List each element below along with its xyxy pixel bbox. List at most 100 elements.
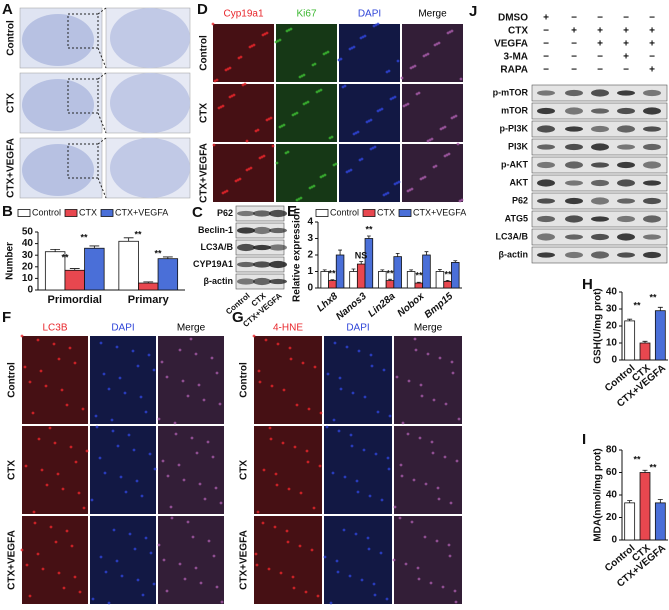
- blot-band: [237, 278, 255, 285]
- cell-signal: [396, 59, 400, 63]
- cell-signal: [144, 536, 148, 540]
- zoom-line: [97, 47, 107, 69]
- cell-signal: [457, 417, 461, 421]
- cell-signal: [412, 478, 416, 482]
- cell-signal: [268, 426, 272, 430]
- micrograph: [158, 336, 224, 424]
- cell-signal: [128, 532, 132, 536]
- band-label: AKT: [510, 177, 529, 187]
- cell-signal: [177, 463, 181, 467]
- blot-band: [253, 210, 271, 217]
- column-header: Cyp19a1: [223, 9, 263, 20]
- bar: [451, 262, 460, 289]
- cell-signal: [413, 337, 417, 341]
- micrograph-signal: [22, 336, 88, 424]
- cell-signal: [136, 364, 140, 368]
- cell-signal: [54, 540, 58, 544]
- blot-band: [269, 260, 287, 269]
- cell-signal: [203, 497, 207, 501]
- cell-signal: [98, 456, 102, 460]
- micrograph-signal: [22, 516, 88, 604]
- error-bar: [359, 261, 364, 265]
- cell-signal: [274, 472, 278, 476]
- zoom-line: [97, 112, 107, 134]
- treatment-sign: +: [649, 65, 655, 76]
- micrograph-signal: [276, 84, 337, 142]
- bar: [393, 256, 402, 289]
- cell-signal: [170, 516, 174, 520]
- legend-label: Control: [32, 207, 61, 217]
- row-label: Control: [7, 362, 18, 398]
- cell-signal: [330, 135, 334, 139]
- cell-signal: [354, 532, 358, 536]
- error-bar: [424, 251, 429, 255]
- cell-signal: [115, 559, 119, 563]
- panel-label: F: [2, 309, 11, 326]
- error-bar: [453, 260, 458, 263]
- cell-signal: [238, 177, 242, 181]
- band-label: β-actin: [499, 249, 529, 259]
- cell-signal: [157, 543, 161, 547]
- cell-signal: [190, 436, 194, 440]
- micrograph: [394, 426, 462, 514]
- cell-signal: [369, 118, 373, 122]
- micrograph-signal: [22, 426, 88, 514]
- cell-signal: [56, 472, 60, 476]
- cell-signal: [393, 95, 397, 99]
- treatment-sign: −: [623, 65, 629, 76]
- cell-signal: [282, 123, 286, 127]
- cell-signal: [349, 168, 353, 172]
- significance: **: [61, 252, 69, 262]
- cell-signal: [373, 593, 377, 597]
- cell-signal: [218, 402, 222, 406]
- significance: **: [633, 300, 641, 310]
- blot-band: [537, 215, 555, 223]
- error-bar: [69, 268, 80, 271]
- cell-signal: [262, 468, 266, 472]
- cell-signal: [160, 360, 164, 364]
- micrograph: [324, 426, 392, 514]
- cell-signal: [147, 353, 151, 357]
- micrograph-signal: [394, 426, 462, 514]
- bar: [84, 247, 105, 291]
- ovary-zoom: [110, 73, 190, 133]
- cell-signal: [275, 161, 279, 165]
- micrograph: [339, 84, 400, 142]
- band-label: P62: [217, 208, 233, 218]
- cell-signal: [44, 384, 48, 388]
- cell-signal: [367, 547, 371, 551]
- y-tick-label: 30: [22, 250, 34, 261]
- blot-band: [269, 244, 287, 251]
- cell-signal: [410, 520, 414, 524]
- cell-signal: [343, 475, 347, 479]
- cell-signal: [45, 483, 49, 487]
- cell-signal: [37, 437, 41, 441]
- cell-signal: [132, 448, 136, 452]
- zoom-line: [97, 177, 107, 199]
- legend-swatch: [362, 209, 376, 217]
- cell-signal: [239, 55, 243, 59]
- cell-signal: [319, 411, 323, 415]
- cell-signal: [448, 554, 452, 558]
- column-header: 4-HNE: [273, 323, 303, 334]
- y-tick-label: 20: [606, 321, 618, 332]
- legend-swatch: [398, 209, 412, 217]
- cell-signal: [254, 552, 258, 556]
- cell-signal: [65, 529, 69, 533]
- blot-band: [617, 144, 635, 150]
- micrograph-signal: [394, 516, 462, 604]
- cell-signal: [313, 62, 317, 66]
- cell-signal: [210, 356, 214, 360]
- row-label: CTX: [7, 460, 18, 480]
- blot-band: [253, 277, 271, 286]
- column-header: Merge: [418, 9, 447, 20]
- blot-band: [565, 161, 583, 169]
- micrograph-signal: [158, 516, 224, 604]
- cell-signal: [386, 456, 390, 460]
- micrograph-signal: [324, 426, 392, 514]
- treatment-sign: +: [543, 13, 549, 24]
- cell-signal: [299, 491, 303, 495]
- cell-signal: [423, 535, 427, 539]
- cell-signal: [295, 403, 299, 407]
- treatment-label: RAPA: [500, 65, 528, 76]
